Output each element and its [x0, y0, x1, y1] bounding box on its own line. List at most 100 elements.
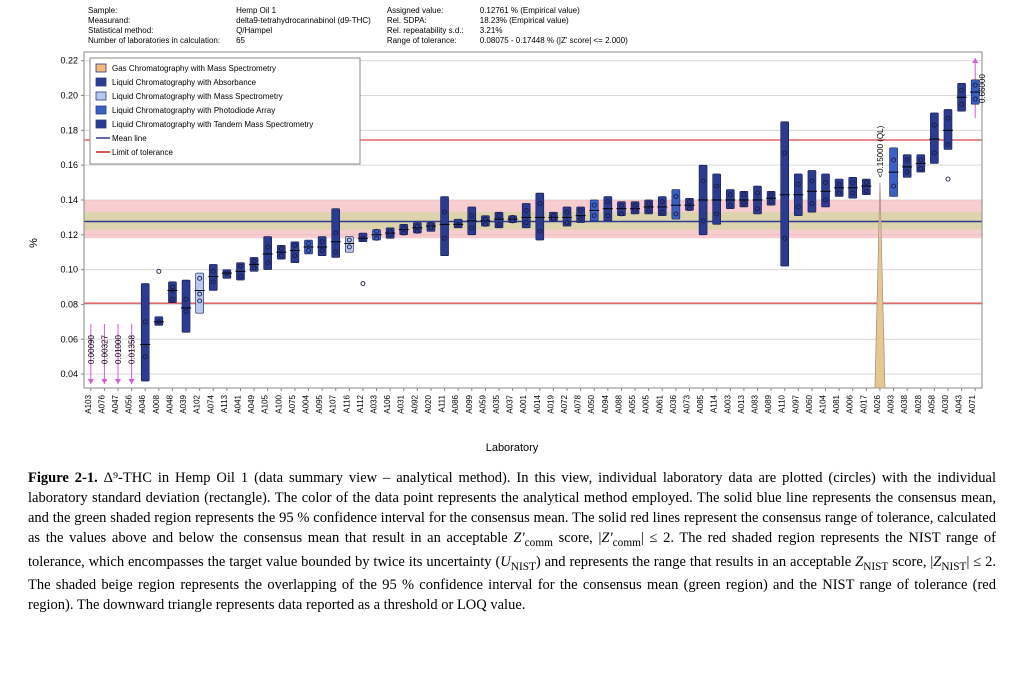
svg-text:A020: A020 [424, 394, 433, 413]
svg-text:A035: A035 [492, 394, 501, 413]
svg-text:A028: A028 [914, 394, 923, 413]
svg-text:0.22: 0.22 [60, 56, 78, 66]
svg-text:A030: A030 [941, 394, 950, 413]
svg-text:A092: A092 [410, 394, 419, 413]
svg-text:0.04: 0.04 [60, 369, 78, 379]
svg-text:A008: A008 [152, 394, 161, 413]
svg-text:0.00090: 0.00090 [87, 335, 96, 364]
svg-text:A037: A037 [506, 394, 515, 413]
svg-text:A111: A111 [438, 394, 447, 412]
svg-text:A049: A049 [247, 394, 256, 413]
svg-text:0.00327: 0.00327 [100, 335, 109, 364]
svg-text:0.01358: 0.01358 [128, 335, 137, 364]
svg-text:A043: A043 [955, 394, 964, 413]
svg-text:A081: A081 [832, 394, 841, 413]
svg-text:A104: A104 [819, 394, 828, 413]
svg-text:Liquid Chromatography with Pho: Liquid Chromatography with Photodiode Ar… [112, 106, 275, 115]
svg-text:A014: A014 [533, 394, 542, 413]
svg-text:Limit of tolerance: Limit of tolerance [112, 148, 173, 157]
svg-text:A033: A033 [370, 394, 379, 413]
svg-text:A075: A075 [288, 394, 297, 413]
metadata-block: Sample: Measurand: Statistical method: N… [88, 6, 996, 46]
svg-text:0.08: 0.08 [60, 299, 78, 309]
meta-values-1: Hemp Oil 1 delta9-tetrahydrocannabinol (… [236, 6, 371, 46]
svg-text:A088: A088 [614, 394, 623, 413]
svg-text:A112: A112 [356, 394, 365, 413]
svg-text:0.01000: 0.01000 [114, 335, 123, 364]
chart-area: % 0.04 0.06 0.08 0.10 0.12 0.14 0.16 0.18 0.20 0.… [28, 48, 996, 438]
svg-text:A078: A078 [574, 394, 583, 413]
svg-text:A046: A046 [138, 394, 147, 413]
figure-number: Figure 2-1. [28, 470, 98, 486]
svg-text:A004: A004 [302, 394, 311, 413]
svg-text:0.12: 0.12 [60, 230, 78, 240]
svg-text:A036: A036 [669, 394, 678, 413]
svg-text:A113: A113 [220, 394, 229, 413]
svg-text:A106: A106 [383, 394, 392, 413]
svg-text:A107: A107 [329, 394, 338, 413]
svg-text:A001: A001 [519, 394, 528, 413]
svg-text:0.20: 0.20 [60, 91, 78, 101]
svg-text:Liquid Chromatography with Tan: Liquid Chromatography with Tandem Mass S… [112, 120, 313, 129]
svg-text:A105: A105 [261, 394, 270, 413]
svg-text:A031: A031 [397, 394, 406, 413]
svg-text:A013: A013 [737, 394, 746, 413]
svg-text:A095: A095 [315, 394, 324, 413]
svg-text:A048: A048 [165, 394, 174, 413]
svg-text:0.14: 0.14 [60, 195, 78, 205]
svg-text:A019: A019 [546, 394, 555, 413]
svg-text:A076: A076 [97, 394, 106, 413]
svg-text:A047: A047 [111, 394, 120, 413]
svg-text:A094: A094 [601, 394, 610, 413]
svg-text:Liquid Chromatography with Mas: Liquid Chromatography with Mass Spectrom… [112, 92, 283, 101]
svg-text:<0.15000 (QL): <0.15000 (QL) [876, 125, 885, 177]
meta-values-2: 0.12761 % (Empirical value) 18.23% (Empi… [480, 6, 628, 46]
svg-text:A056: A056 [125, 394, 134, 413]
svg-text:A114: A114 [710, 394, 719, 413]
svg-text:A102: A102 [193, 394, 202, 413]
y-axis-label: % [28, 238, 40, 248]
svg-text:A058: A058 [927, 394, 936, 413]
meta-labels-1: Sample: Measurand: Statistical method: N… [88, 6, 220, 46]
svg-text:A061: A061 [655, 394, 664, 413]
svg-text:A085: A085 [696, 394, 705, 413]
svg-text:A089: A089 [764, 394, 773, 413]
svg-text:A038: A038 [900, 394, 909, 413]
svg-text:A097: A097 [791, 394, 800, 413]
svg-text:A041: A041 [233, 394, 242, 413]
svg-text:0.06: 0.06 [60, 334, 78, 344]
svg-text:A074: A074 [206, 394, 215, 413]
svg-text:A060: A060 [805, 394, 814, 413]
svg-text:A055: A055 [628, 394, 637, 413]
svg-text:0.66000: 0.66000 [978, 74, 987, 103]
svg-text:A083: A083 [751, 394, 760, 413]
svg-text:A006: A006 [846, 394, 855, 413]
svg-text:0.10: 0.10 [60, 265, 78, 275]
svg-text:A100: A100 [274, 394, 283, 413]
svg-text:A059: A059 [478, 394, 487, 413]
svg-text:A116: A116 [342, 394, 351, 413]
meta-labels-2: Assigned value: Rel. SDPA: Rel. repeatab… [387, 6, 464, 46]
svg-text:A003: A003 [723, 394, 732, 413]
svg-text:A005: A005 [642, 394, 651, 413]
svg-text:A017: A017 [859, 394, 868, 413]
figure-caption: Figure 2-1. Δ⁹-THC in Hemp Oil 1 (data s… [28, 468, 996, 615]
svg-text:Mean line: Mean line [112, 134, 147, 143]
svg-text:A050: A050 [587, 394, 596, 413]
svg-text:A071: A071 [968, 394, 977, 413]
svg-text:0.18: 0.18 [60, 125, 78, 135]
svg-text:A039: A039 [179, 394, 188, 413]
svg-text:A093: A093 [887, 394, 896, 413]
svg-text:Gas Chromatography with Mass S: Gas Chromatography with Mass Spectrometr… [112, 64, 276, 73]
svg-text:A026: A026 [873, 394, 882, 413]
svg-text:A073: A073 [682, 394, 691, 413]
svg-text:A110: A110 [778, 394, 787, 413]
svg-text:A086: A086 [451, 394, 460, 413]
svg-text:A099: A099 [465, 394, 474, 413]
svg-text:0.16: 0.16 [60, 160, 78, 170]
page-root: Sample: Measurand: Statistical method: N… [0, 0, 1024, 676]
x-axis-label: Laboratory [28, 442, 996, 454]
svg-text:A103: A103 [84, 394, 93, 413]
svg-text:Liquid Chromatography with Abs: Liquid Chromatography with Absorbance [112, 78, 257, 87]
svg-text:A072: A072 [560, 394, 569, 413]
